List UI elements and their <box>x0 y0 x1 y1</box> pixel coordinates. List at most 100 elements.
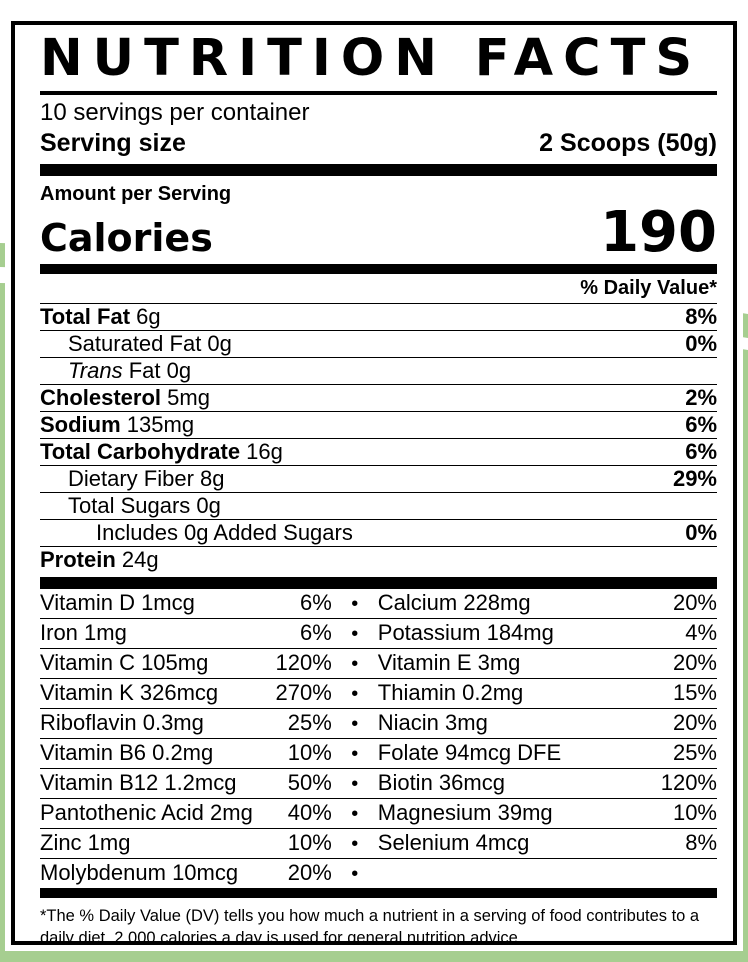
nutrient-row: Sodium 135mg 6% <box>40 412 717 439</box>
vitamin-right-dv: 8% <box>685 830 717 855</box>
nutrient-row: Saturated Fat 0g 0% <box>40 331 717 358</box>
nutrient-daily-value: 6% <box>685 412 717 437</box>
nutrient-name: Total Fat 6g <box>40 304 161 329</box>
nutrient-amount: 5mg <box>161 385 210 410</box>
nutrient-name: Sodium 135mg <box>40 412 195 437</box>
bullet-separator-icon: • <box>351 773 359 795</box>
nutrient-row: Cholesterol 5mg 2% <box>40 385 717 412</box>
nutrient-name: Total Sugars 0g <box>68 493 221 518</box>
nutrient-amount: 0g <box>190 493 221 518</box>
vitamin-right-name: Vitamin E 3mg <box>377 650 521 675</box>
bullet-separator-icon: • <box>351 833 359 855</box>
vitamin-row: Vitamin C 105mg 120% • Vitamin E 3mg 20% <box>40 649 717 679</box>
vitamin-row: Iron 1mg 6% • Potassium 184mg 4% <box>40 619 717 649</box>
bullet-separator-icon: • <box>351 623 359 645</box>
vitamin-left-dv: 270% <box>275 680 332 705</box>
nutrient-table: Total Fat 6g 8% Saturated Fat 0g 0% Trans Fa… <box>40 304 717 573</box>
vitamin-right-dv: 4% <box>685 620 717 645</box>
nutrient-amount: 8g <box>193 466 225 491</box>
bullet-separator-icon: • <box>351 743 359 765</box>
vitamins-top-bar <box>40 577 717 589</box>
nutrient-name: Protein 24g <box>40 547 159 572</box>
vitamin-left-name: Molybdenum 10mcg <box>40 860 239 885</box>
nutrient-row: Includes 0g Added Sugars 0% <box>40 520 717 547</box>
nutrient-name: Total Carbohydrate 16g <box>40 439 283 464</box>
vitamin-left-name: Vitamin C 105mg <box>40 650 209 675</box>
nutrition-facts-panel: NUTRITION FACTS 10 servings per containe… <box>11 21 737 945</box>
vitamin-right-dv: 15% <box>672 680 717 705</box>
nutrition-facts-title: NUTRITION FACTS <box>40 29 703 88</box>
vitamin-row: Vitamin B6 0.2mg 10% • Folate 94mcg DFE 25% <box>40 739 717 769</box>
nutrient-name: Includes 0g Added Sugars <box>96 520 353 545</box>
bullet-separator-icon: • <box>351 653 359 675</box>
vitamin-right-dv: 20% <box>672 590 717 615</box>
vitamin-left-dv: 120% <box>275 650 332 675</box>
nutrient-daily-value: 0% <box>685 331 717 356</box>
vitamin-right-name: Thiamin 0.2mg <box>377 680 524 705</box>
nutrient-amount: 135mg <box>120 412 195 437</box>
vitamin-left-dv: 10% <box>287 830 332 855</box>
vitamin-row: Vitamin B12 1.2mcg 50% • Biotin 36mcg 120% <box>40 769 717 799</box>
vitamin-left-name: Vitamin B6 0.2mg <box>40 740 214 765</box>
vitamin-left-name: Vitamin D 1mcg <box>40 590 195 615</box>
nutrient-amount: 16g <box>240 439 283 464</box>
bullet-separator-icon: • <box>351 803 359 825</box>
vitamin-left-name: Vitamin B12 1.2mcg <box>40 770 237 795</box>
vitamin-left-name: Zinc 1mg <box>40 830 131 855</box>
nutrient-name: Cholesterol 5mg <box>40 385 210 410</box>
vitamin-row: Vitamin D 1mcg 6% • Calcium 228mg 20% <box>40 589 717 619</box>
nutrient-amount: Fat 0g <box>122 358 192 383</box>
nutrient-amount: 24g <box>115 547 159 572</box>
vitamin-right-dv: 20% <box>672 710 717 735</box>
vitamin-left-name: Riboflavin 0.3mg <box>40 710 204 735</box>
vitamin-row: Molybdenum 10mcg 20% • <box>40 859 717 888</box>
serving-size-row: Serving size 2 Scoops (50g) <box>40 129 717 157</box>
vitamin-right-dv: 20% <box>672 650 717 675</box>
vitamin-left-dv: 25% <box>287 710 332 735</box>
nutrient-amount: 0g <box>201 331 232 356</box>
calories-value: 190 <box>600 200 717 265</box>
section-bar-top <box>40 164 717 176</box>
nutrient-row: Total Fat 6g 8% <box>40 304 717 331</box>
nutrient-daily-value: 8% <box>685 304 717 329</box>
vitamin-right-name: Magnesium 39mg <box>377 800 553 825</box>
daily-value-footnote: *The % Daily Value (DV) tells you how mu… <box>40 907 700 945</box>
vitamin-right-name: Calcium 228mg <box>377 590 531 615</box>
vitamin-left-dv: 50% <box>287 770 332 795</box>
vitamin-left-name: Pantothenic Acid 2mg <box>40 800 253 825</box>
nutrient-row: Total Carbohydrate 16g 6% <box>40 439 717 466</box>
vitamin-right-dv: 25% <box>672 740 717 765</box>
vitamin-left-dv: 6% <box>299 590 332 615</box>
calories-row: Calories 190 <box>40 200 717 265</box>
bullet-separator-icon: • <box>351 593 359 615</box>
serving-size-value: 2 Scoops (50g) <box>539 129 717 157</box>
bullet-separator-icon: • <box>351 713 359 735</box>
nutrient-name: Trans Fat 0g <box>68 358 192 383</box>
vitamin-row: Riboflavin 0.3mg 25% • Niacin 3mg 20% <box>40 709 717 739</box>
nutrient-row: Protein 24g <box>40 547 717 573</box>
nutrient-name: Dietary Fiber 8g <box>68 466 225 491</box>
footnote-top-bar <box>40 888 717 898</box>
vitamin-left-name: Vitamin K 326mcg <box>40 680 219 705</box>
serving-size-label: Serving size <box>40 129 186 157</box>
bullet-separator-icon: • <box>351 863 359 885</box>
vitamin-row: Zinc 1mg 10% • Selenium 4mcg 8% <box>40 829 717 859</box>
nutrient-daily-value: 29% <box>672 466 717 491</box>
nutrient-row: Dietary Fiber 8g 29% <box>40 466 717 493</box>
vitamin-left-dv: 10% <box>287 740 332 765</box>
vitamin-right-name: Potassium 184mg <box>377 620 554 645</box>
nutrient-amount: 6g <box>130 304 161 329</box>
nutrient-daily-value: 6% <box>685 439 717 464</box>
vitamin-left-name: Iron 1mg <box>40 620 127 645</box>
vitamin-row: Vitamin K 326mcg 270% • Thiamin 0.2mg 15% <box>40 679 717 709</box>
vitamin-left-dv: 6% <box>299 620 332 645</box>
nutrition-facts-content: NUTRITION FACTS 10 servings per containe… <box>15 25 733 945</box>
vitamin-right-name: Folate 94mcg DFE <box>377 740 562 765</box>
vitamin-right-name: Biotin 36mcg <box>377 770 505 795</box>
vitamin-left-dv: 40% <box>287 800 332 825</box>
bullet-separator-icon: • <box>351 683 359 705</box>
calories-divider-bar <box>40 264 717 274</box>
header-divider-rule <box>40 91 717 95</box>
nutrient-row: Total Sugars 0g <box>40 493 717 520</box>
